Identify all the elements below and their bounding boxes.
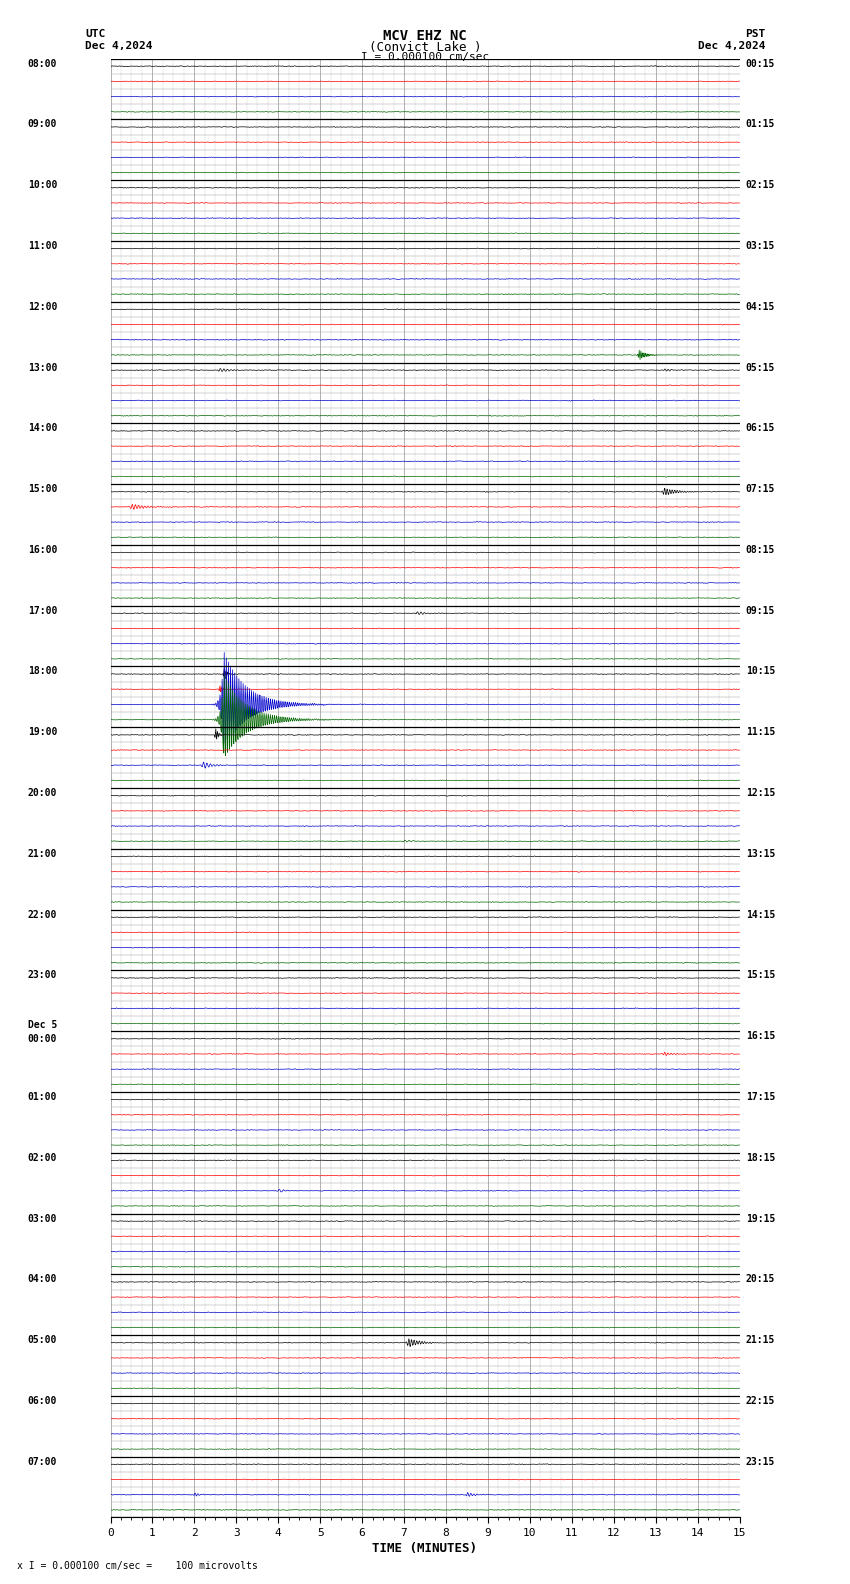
Text: 20:00: 20:00	[28, 787, 57, 798]
Text: 15:15: 15:15	[745, 971, 775, 980]
Text: 07:00: 07:00	[28, 1457, 57, 1467]
X-axis label: TIME (MINUTES): TIME (MINUTES)	[372, 1543, 478, 1555]
Text: 14:15: 14:15	[745, 909, 775, 920]
Text: PST: PST	[745, 29, 765, 38]
Text: 19:15: 19:15	[745, 1213, 775, 1223]
Text: 11:00: 11:00	[28, 241, 57, 250]
Text: 08:00: 08:00	[28, 59, 57, 68]
Text: I = 0.000100 cm/sec: I = 0.000100 cm/sec	[361, 52, 489, 62]
Text: 02:15: 02:15	[745, 181, 775, 190]
Text: x I = 0.000100 cm/sec =    100 microvolts: x I = 0.000100 cm/sec = 100 microvolts	[17, 1562, 258, 1571]
Text: 13:00: 13:00	[28, 363, 57, 372]
Text: 00:15: 00:15	[745, 59, 775, 68]
Text: 01:15: 01:15	[745, 119, 775, 130]
Text: 18:15: 18:15	[745, 1153, 775, 1163]
Text: 09:00: 09:00	[28, 119, 57, 130]
Text: 04:00: 04:00	[28, 1274, 57, 1285]
Text: 20:15: 20:15	[745, 1274, 775, 1285]
Text: 07:15: 07:15	[745, 485, 775, 494]
Text: 18:00: 18:00	[28, 667, 57, 676]
Text: 16:15: 16:15	[745, 1031, 775, 1041]
Text: 13:15: 13:15	[745, 849, 775, 859]
Text: 10:00: 10:00	[28, 181, 57, 190]
Text: 22:15: 22:15	[745, 1396, 775, 1407]
Text: 05:15: 05:15	[745, 363, 775, 372]
Text: 23:00: 23:00	[28, 971, 57, 980]
Text: 14:00: 14:00	[28, 423, 57, 434]
Text: 01:00: 01:00	[28, 1091, 57, 1102]
Text: 22:00: 22:00	[28, 909, 57, 920]
Text: 05:00: 05:00	[28, 1335, 57, 1345]
Text: 17:15: 17:15	[745, 1091, 775, 1102]
Text: 12:00: 12:00	[28, 301, 57, 312]
Text: 12:15: 12:15	[745, 787, 775, 798]
Text: 19:00: 19:00	[28, 727, 57, 737]
Text: MCV EHZ NC: MCV EHZ NC	[383, 29, 467, 43]
Text: 15:00: 15:00	[28, 485, 57, 494]
Text: Dec 4,2024: Dec 4,2024	[698, 41, 765, 51]
Text: 00:00: 00:00	[28, 1034, 57, 1044]
Text: (Convict Lake ): (Convict Lake )	[369, 41, 481, 54]
Text: 09:15: 09:15	[745, 605, 775, 616]
Text: 21:15: 21:15	[745, 1335, 775, 1345]
Text: 23:15: 23:15	[745, 1457, 775, 1467]
Text: 04:15: 04:15	[745, 301, 775, 312]
Text: 21:00: 21:00	[28, 849, 57, 859]
Text: 03:15: 03:15	[745, 241, 775, 250]
Text: Dec 5: Dec 5	[28, 1020, 57, 1030]
Text: UTC: UTC	[85, 29, 105, 38]
Text: 17:00: 17:00	[28, 605, 57, 616]
Text: 08:15: 08:15	[745, 545, 775, 554]
Text: Dec 4,2024: Dec 4,2024	[85, 41, 152, 51]
Text: 06:15: 06:15	[745, 423, 775, 434]
Text: 10:15: 10:15	[745, 667, 775, 676]
Text: 02:00: 02:00	[28, 1153, 57, 1163]
Text: 16:00: 16:00	[28, 545, 57, 554]
Text: 03:00: 03:00	[28, 1213, 57, 1223]
Text: 06:00: 06:00	[28, 1396, 57, 1407]
Text: 11:15: 11:15	[745, 727, 775, 737]
